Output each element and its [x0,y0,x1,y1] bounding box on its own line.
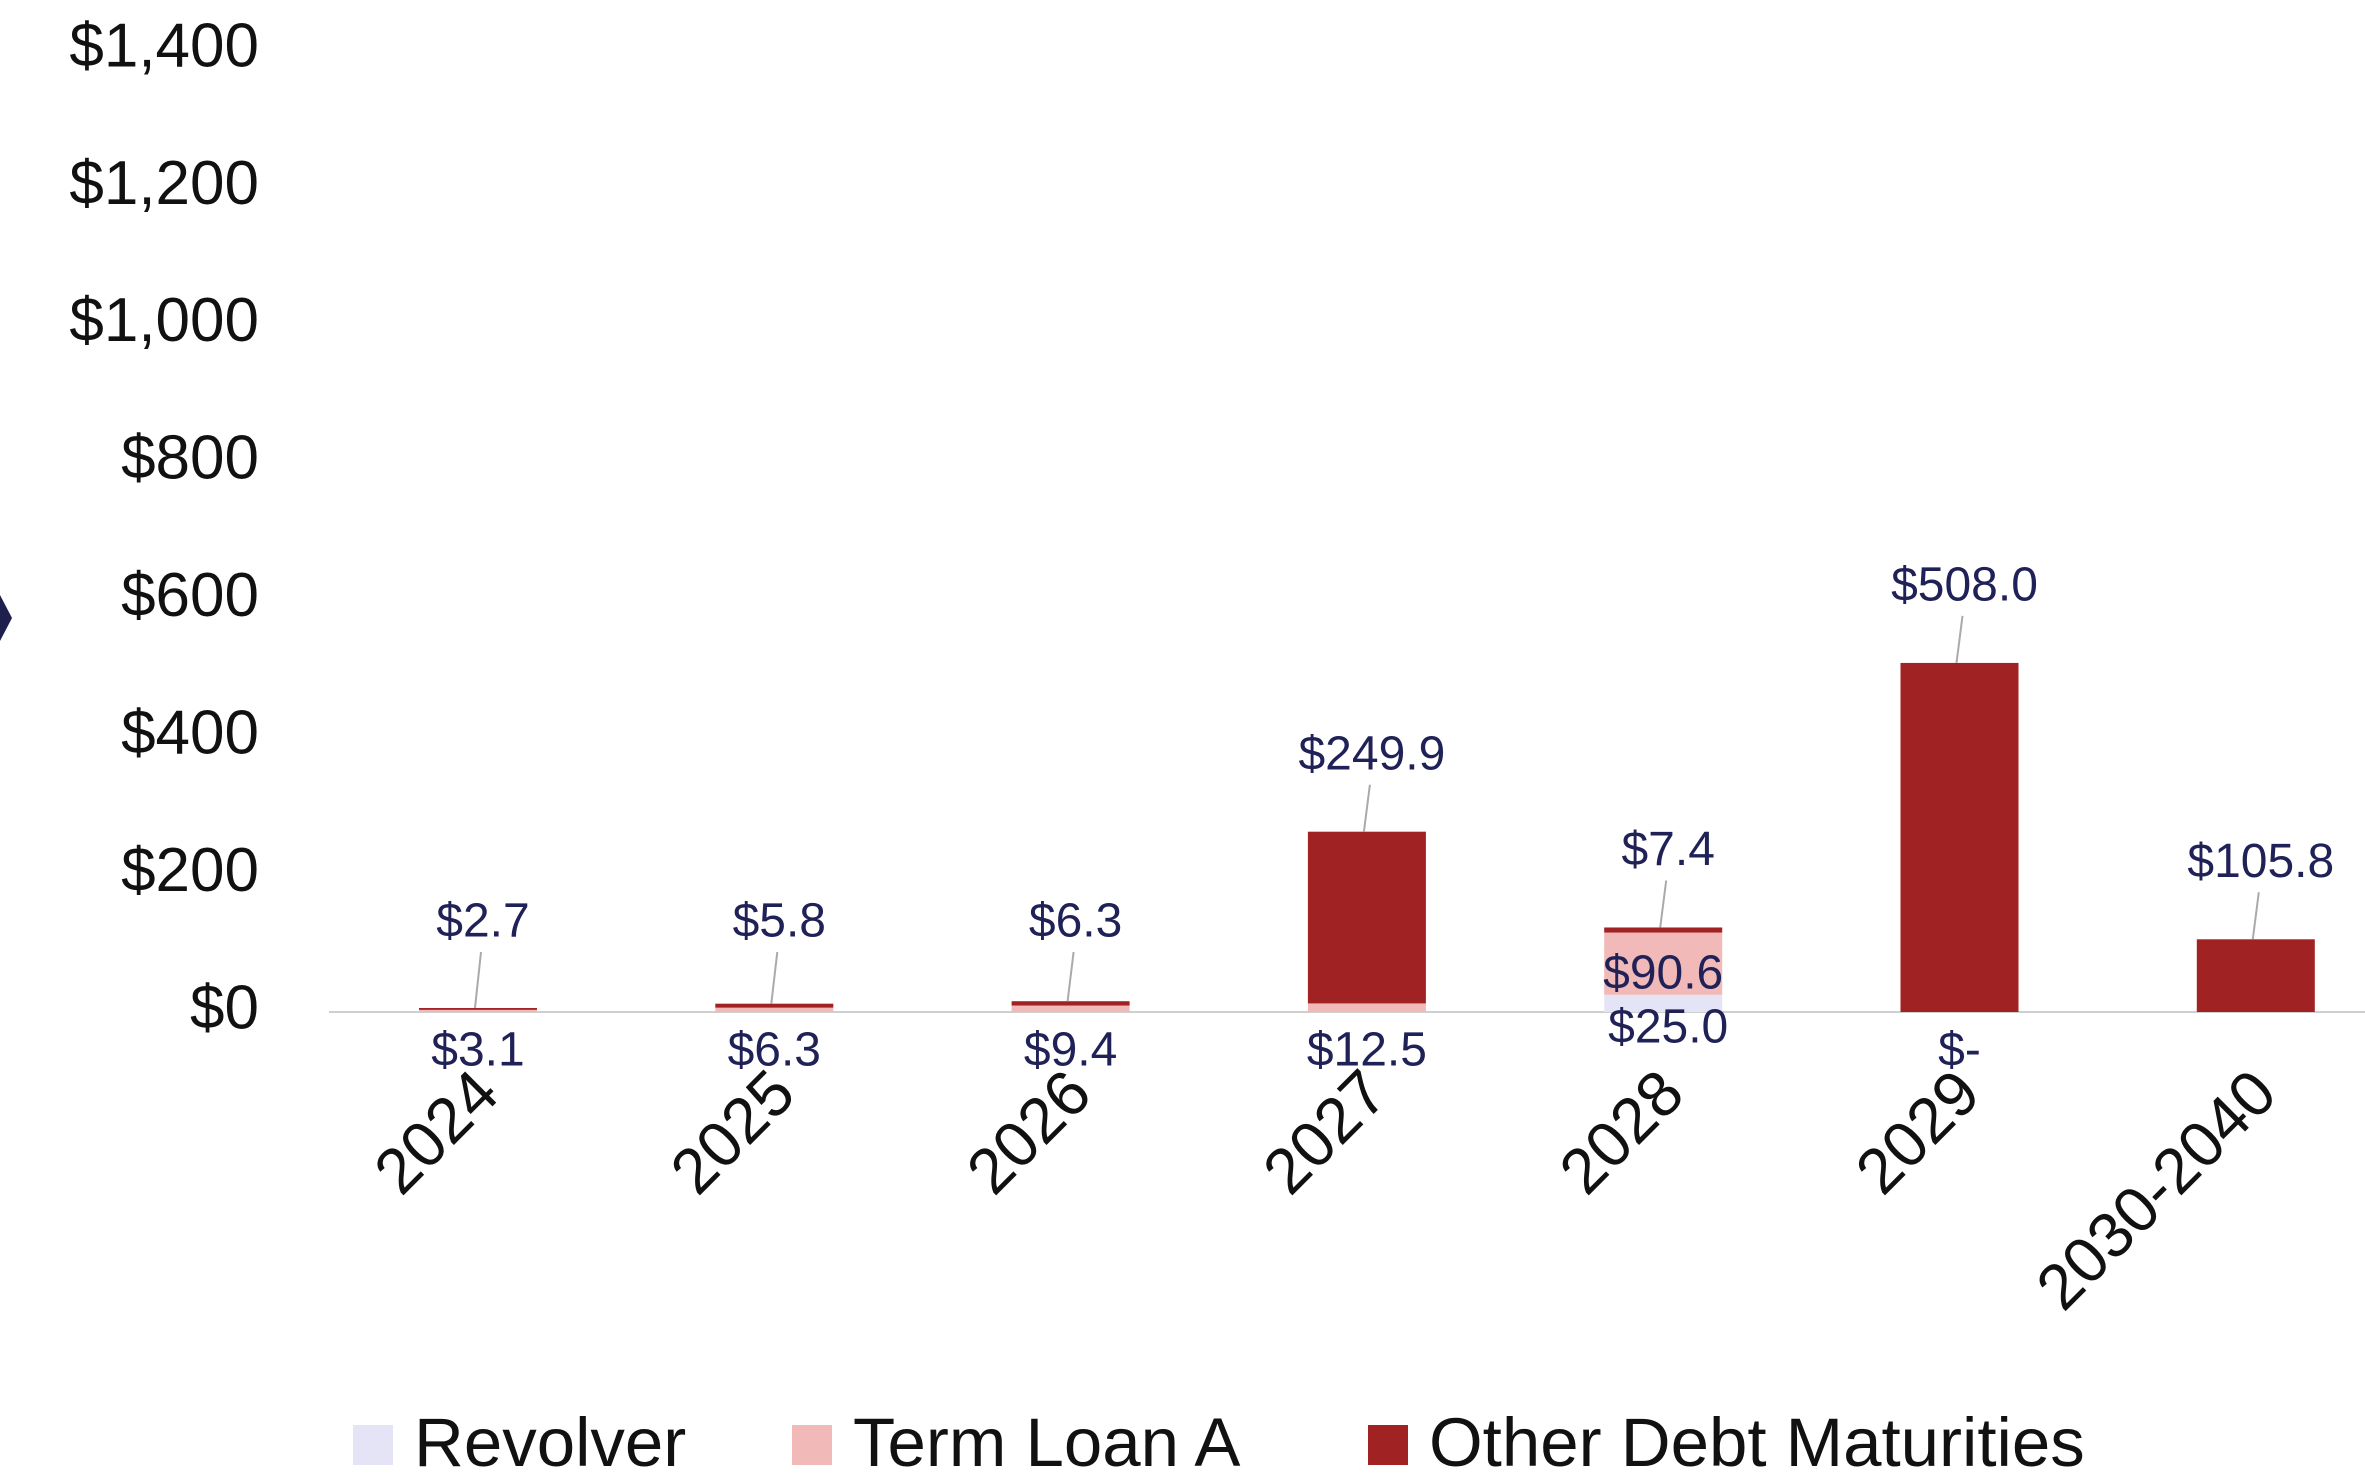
data-label: $508.0 [1891,559,2038,612]
leader-line [1362,784,1371,832]
bar-segment [419,1009,537,1012]
y-tick-label: $1,400 [69,11,259,80]
data-label: $25.0 [1608,1001,1728,1054]
bar-segment [1604,932,1723,995]
bar-segment [1307,1003,1426,1012]
x-tick-label: 2030-2040 [2022,1056,2289,1323]
data-label: $- [1938,1024,1981,1077]
x-tick-label: 2027 [1249,1056,1401,1208]
data-label: $6.3 [1029,895,1122,948]
y-tick-label: $600 [121,561,259,630]
data-label: $249.9 [1298,727,1445,780]
legend-label: Term Loan A [853,1404,1240,1475]
x-tick-label: 2024 [360,1056,512,1208]
leader-line [474,951,482,1009]
x-tick-label: 2029 [1842,1056,1994,1208]
bar-segment [715,1007,834,1012]
x-tick-label: 2025 [657,1056,809,1208]
leader-line [2251,892,2260,940]
decor-arrow [0,595,12,641]
legend-label: Revolver [414,1404,686,1475]
y-tick-label: $1,000 [69,286,259,355]
bar-segment [2196,939,2315,1012]
bar-segment [419,1008,537,1010]
data-label: $9.4 [1024,1024,1117,1077]
data-label: $12.5 [1307,1024,1427,1077]
y-tick-label: $800 [121,424,259,493]
bar-segment [1604,994,1723,1012]
bar-segment [1604,927,1723,933]
leader-line [770,951,779,1004]
leader-line [1066,951,1075,1002]
bar-segment [1900,662,2019,1012]
data-label: $7.4 [1621,823,1714,876]
leader-line [1955,615,1964,664]
bar-segment [1011,1005,1130,1012]
data-label: $90.6 [1603,946,1723,999]
bar-segment [715,1003,834,1008]
y-tick-label: $0 [190,973,259,1042]
bar-segment [1011,1001,1130,1006]
legend-label: Other Debt Maturities [1429,1404,2085,1475]
legend-swatch [792,1425,832,1465]
y-tick-label: $200 [121,836,259,905]
y-tick-label: $1,200 [69,149,259,218]
x-tick-label: 2026 [953,1056,1105,1208]
data-label: $2.7 [436,895,529,948]
data-label: $6.3 [728,1024,821,1077]
legend-swatch [1368,1425,1408,1465]
bar-segment [1307,831,1426,1004]
data-label: $3.1 [431,1024,524,1077]
data-label: $105.8 [2187,835,2334,888]
y-tick-label: $400 [121,699,259,768]
x-tick-label: 2028 [1545,1056,1697,1208]
legend-swatch [353,1425,393,1465]
leader-line [1659,880,1668,928]
data-label: $5.8 [733,895,826,948]
